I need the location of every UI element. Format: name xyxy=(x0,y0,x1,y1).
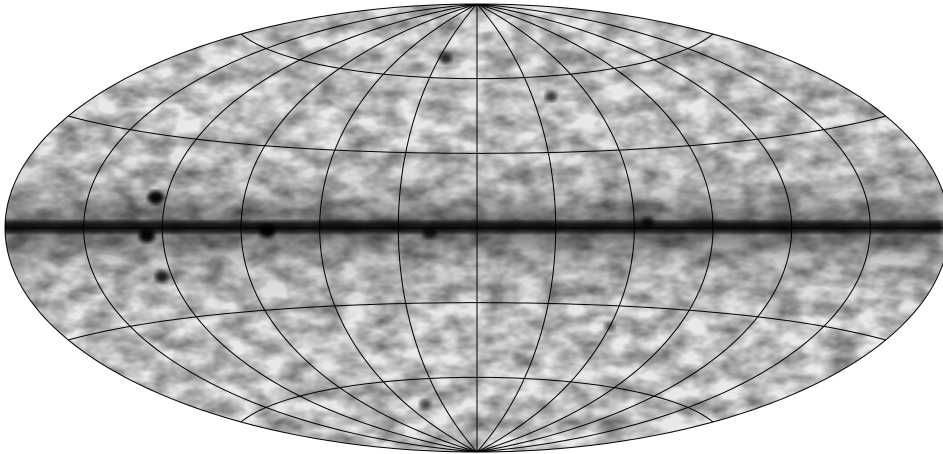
parallel-60 xyxy=(240,33,714,80)
parallel--60 xyxy=(240,376,714,423)
source-a xyxy=(147,190,164,205)
point-sources xyxy=(138,52,654,410)
source-g xyxy=(439,52,453,64)
source-h xyxy=(545,91,557,102)
parallel--30 xyxy=(68,302,886,341)
parallel-30 xyxy=(68,115,886,154)
coordinate-grid xyxy=(4,3,943,453)
source-i xyxy=(419,399,432,410)
source-e xyxy=(423,227,437,239)
source-b xyxy=(138,228,155,243)
source-c xyxy=(154,270,169,283)
source-f xyxy=(640,216,654,229)
galactic-plane-band xyxy=(5,221,943,233)
source-d xyxy=(259,223,276,238)
